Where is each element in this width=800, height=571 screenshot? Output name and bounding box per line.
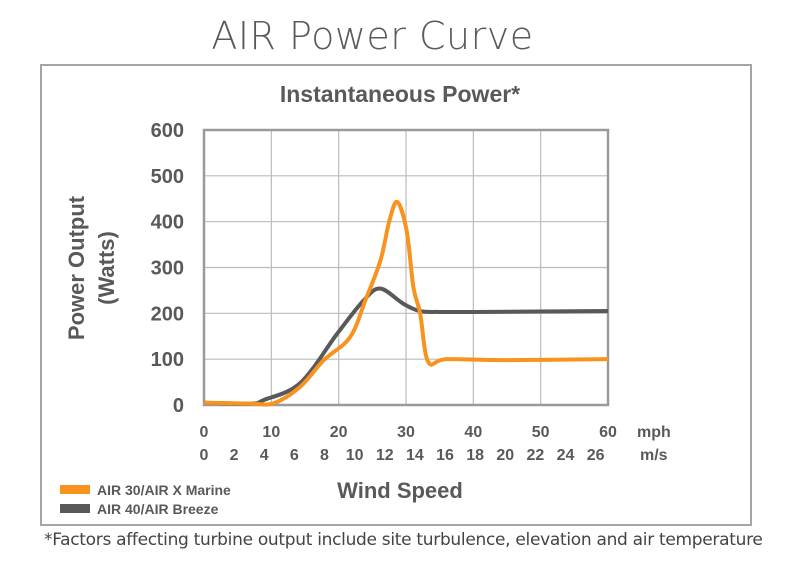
y-tick: 300 <box>151 258 184 280</box>
page-title: AIR Power Curve <box>211 14 534 58</box>
x-unit-mph: mph <box>637 424 671 441</box>
x-tick-ms: 14 <box>406 447 424 464</box>
x-tick-mph: 40 <box>464 424 482 441</box>
x-tick-mph: 0 <box>200 424 209 441</box>
y-tick: 200 <box>151 303 184 325</box>
y-tick: 500 <box>151 166 184 188</box>
x-tick-ms: 16 <box>436 447 454 464</box>
x-tick-ms: 18 <box>466 447 484 464</box>
x-axis-label: Wind Speed <box>337 478 463 503</box>
y-tick: 100 <box>151 349 184 371</box>
x-tick-ms: 0 <box>200 447 209 464</box>
series-line-1 <box>203 286 609 406</box>
chart-frame <box>40 64 752 526</box>
y-axis-label-1: Power Output <box>64 195 89 340</box>
legend-swatch-0 <box>60 485 90 494</box>
x-tick-ms: 4 <box>260 447 269 464</box>
legend: AIR 30/AIR X Marine AIR 40/AIR Breeze <box>60 482 231 517</box>
y-tick: 600 <box>151 120 184 142</box>
x-tick-mph: 60 <box>599 424 617 441</box>
footnote: *Factors affecting turbine output includ… <box>44 530 763 550</box>
x-unit-ms: m/s <box>640 447 668 464</box>
x-tick-mph: 10 <box>262 424 280 441</box>
chart-title: Instantaneous Power* <box>280 81 520 107</box>
x-tick-ms: 22 <box>526 447 544 464</box>
plot-border <box>202 128 610 407</box>
x-tick-ms: 20 <box>496 447 514 464</box>
x-tick-mph: 50 <box>532 424 550 441</box>
x-tick-ms: 6 <box>290 447 299 464</box>
x-tick-ms: 8 <box>320 447 329 464</box>
x-tick-ms: 24 <box>557 447 575 464</box>
y-axis-label-2: (Watts) <box>94 231 119 305</box>
x-tick-mph: 30 <box>397 424 415 441</box>
legend-swatch-1 <box>60 504 90 513</box>
legend-label-0: AIR 30/AIR X Marine <box>97 482 231 498</box>
series-line-0 <box>203 199 609 407</box>
x-tick-ms: 2 <box>230 447 239 464</box>
x-tick-ms: 12 <box>376 447 394 464</box>
x-tick-ms: 26 <box>587 447 605 464</box>
legend-label-1: AIR 40/AIR Breeze <box>97 501 219 517</box>
x-tick-ms: 10 <box>346 447 364 464</box>
x-tick-mph: 20 <box>330 424 348 441</box>
y-tick: 0 <box>173 395 184 417</box>
y-tick: 400 <box>151 212 184 234</box>
